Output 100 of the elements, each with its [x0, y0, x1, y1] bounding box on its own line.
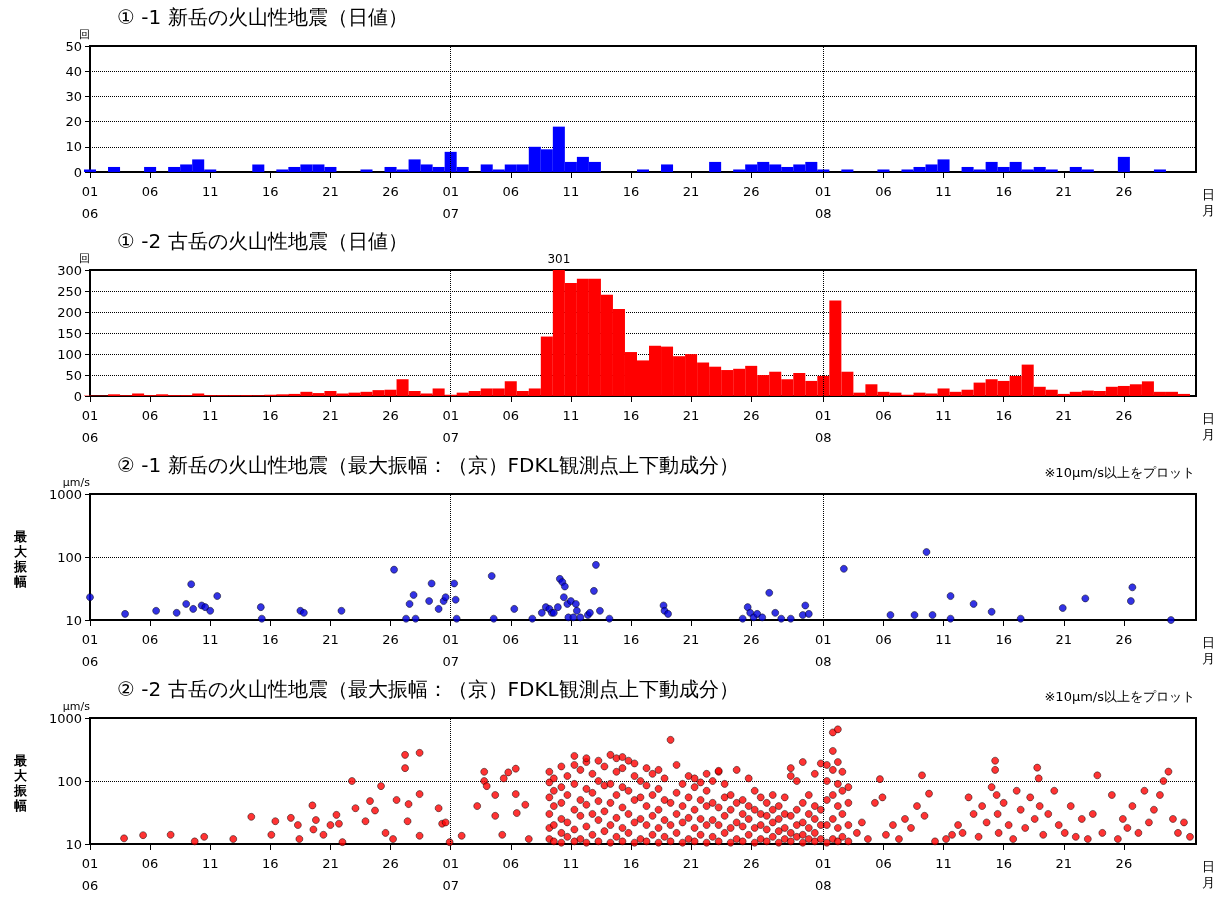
x-tick-label: 16: [622, 407, 640, 423]
x-tick-label: 01 06: [81, 855, 99, 893]
y-tick-label: 20: [65, 114, 82, 130]
x-tick-label: 11: [562, 855, 580, 871]
x-tick-label: 16: [995, 407, 1012, 423]
x-tick-label: 06: [141, 631, 159, 647]
x-tick-label: 01 08: [815, 183, 832, 221]
y-tick-label: 10: [65, 836, 82, 852]
x-tick-label: 16: [622, 631, 640, 647]
x-tick-label: 01 07: [442, 407, 459, 445]
x-tick-label: 16: [995, 183, 1012, 199]
y-tick-label: 1000: [48, 710, 82, 726]
x-tick-label: 26: [742, 407, 760, 423]
x-tick-label: 06: [502, 407, 520, 423]
x-tick-label: 01 07: [442, 183, 459, 221]
y-axis-title: 回: [79, 27, 90, 41]
x-axis-title: 日月: [1202, 410, 1215, 442]
x-tick-label: 26: [742, 855, 760, 871]
x-tick-label: 26: [1115, 183, 1133, 199]
x-tick-label: 11: [201, 183, 219, 199]
chart-title: ② -2 古岳の火山性地震（最大振幅：（京）FDKL観測点上下動成分）: [117, 677, 739, 701]
x-tick-label: 21: [322, 183, 339, 199]
x-tick-label: 21: [1055, 407, 1073, 423]
x-tick-label: 21: [1055, 855, 1073, 871]
x-tick-label: 26: [382, 631, 399, 647]
x-tick-label: 01 06: [81, 631, 99, 669]
x-tick-label: 11: [562, 183, 580, 199]
x-tick-label: 21: [1055, 183, 1073, 199]
x-tick-label: 26: [1115, 855, 1133, 871]
x-tick-label: 06: [502, 631, 520, 647]
x-tick-label: 26: [382, 855, 399, 871]
y-tick-label: 200: [57, 304, 82, 320]
x-tick-label: 21: [682, 855, 700, 871]
x-tick-label: 06: [141, 855, 159, 871]
x-tick-label: 01 06: [81, 407, 99, 445]
x-tick-label: 01 07: [442, 855, 459, 893]
x-tick-label: 01 07: [442, 631, 459, 669]
x-tick-label: 21: [322, 631, 339, 647]
x-tick-label: 11: [201, 855, 219, 871]
x-tick-label: 06: [502, 183, 520, 199]
x-tick-label: 06: [141, 407, 159, 423]
y-tick-label: 50: [65, 38, 82, 54]
y-tick-label: 0: [73, 388, 82, 404]
x-tick-label: 16: [995, 855, 1012, 871]
x-tick-label: 16: [262, 631, 279, 647]
x-tick-label: 01 08: [815, 631, 832, 669]
x-tick-label: 21: [682, 631, 700, 647]
y-axis-title: μm/s: [62, 475, 91, 489]
x-tick-label: 11: [935, 407, 952, 423]
y-axis-title: μm/s: [62, 699, 91, 713]
x-tick-label: 26: [382, 407, 399, 423]
x-tick-label: 11: [935, 631, 952, 647]
x-tick-label: 01 08: [815, 855, 832, 893]
x-tick-label: 16: [622, 183, 640, 199]
x-tick-label: 11: [562, 407, 580, 423]
y-tick-label: 0: [73, 164, 82, 180]
x-tick-label: 26: [742, 183, 760, 199]
x-tick-label: 16: [262, 183, 279, 199]
x-tick-label: 16: [262, 855, 279, 871]
x-axis-title: 日月: [1202, 858, 1215, 890]
x-tick-label: 11: [562, 631, 580, 647]
y-tick-label: 10: [65, 612, 82, 628]
chart-title: ② -1 新岳の火山性地震（最大振幅：（京）FDKL観測点上下動成分）: [117, 453, 739, 477]
text: 最大振幅: [13, 529, 28, 589]
x-tick-label: 21: [322, 855, 339, 871]
x-tick-label: 21: [682, 407, 700, 423]
x-tick-label: 11: [935, 855, 952, 871]
x-tick-label: 11: [201, 631, 219, 647]
y-tick-label: 150: [57, 325, 82, 341]
y-tick-label: 1000: [48, 486, 82, 502]
x-tick-label: 21: [322, 407, 339, 423]
y-tick-label: 100: [57, 346, 82, 362]
x-tick-label: 21: [1055, 631, 1073, 647]
y-tick-label: 10: [65, 139, 82, 155]
y-tick-label: 100: [57, 549, 82, 565]
chart-title: ① -2 古岳の火山性地震（日値）: [117, 229, 408, 253]
x-tick-label: 26: [742, 631, 760, 647]
x-tick-label: 11: [201, 407, 219, 423]
y-tick-label: 30: [65, 88, 82, 104]
x-axis-title: 日月: [1202, 186, 1215, 218]
x-tick-label: 01 08: [815, 407, 832, 445]
x-tick-label: 26: [1115, 407, 1133, 423]
x-tick-label: 26: [382, 183, 399, 199]
x-tick-label: 11: [935, 183, 952, 199]
x-tick-label: 21: [682, 183, 700, 199]
y-tick-label: 50: [65, 367, 82, 383]
x-axis-title: 日月: [1202, 634, 1215, 666]
x-tick-label: 26: [1115, 631, 1133, 647]
x-tick-label: 01 06: [81, 183, 99, 221]
x-tick-label: 06: [875, 631, 892, 647]
text: ※10μm/s以上をプロット: [1044, 465, 1196, 480]
chart-title: ① -1 新岳の火山性地震（日値）: [117, 5, 408, 29]
x-tick-label: 06: [502, 855, 520, 871]
x-tick-label: 06: [875, 183, 892, 199]
y-tick-label: 40: [65, 63, 82, 79]
x-tick-label: 06: [141, 183, 159, 199]
x-tick-label: 06: [875, 407, 892, 423]
y-axis-title: 回: [79, 252, 90, 266]
x-tick-label: 16: [262, 407, 279, 423]
data-label: 301: [547, 252, 571, 266]
